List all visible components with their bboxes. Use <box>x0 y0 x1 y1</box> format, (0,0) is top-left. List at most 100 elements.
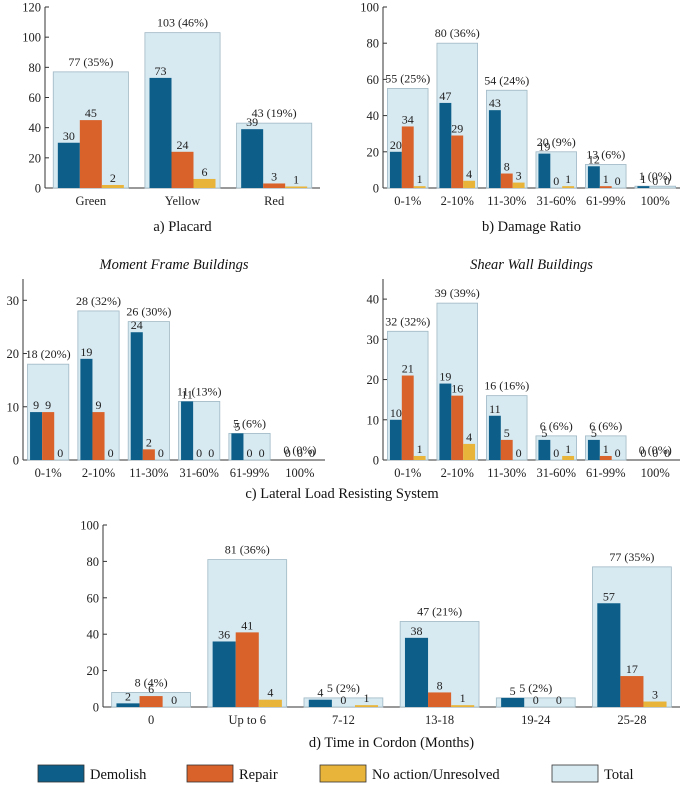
y-tick-label-40: 40 <box>29 121 42 135</box>
value-label-demolish-100: 0 <box>285 446 291 460</box>
value-label-repair-19-24: 0 <box>533 693 539 707</box>
value-label-demolish-up-to-6: 36 <box>218 627 230 641</box>
bar-demolish-red <box>241 129 264 188</box>
y-tick-label-60: 60 <box>29 91 42 105</box>
value-label-repair-0-1: 21 <box>402 362 414 376</box>
y-tick-label-10: 10 <box>367 413 380 427</box>
legend-label-no-action: No action/Unresolved <box>372 767 500 783</box>
x-tick-label-0-1: 0-1% <box>394 194 421 208</box>
x-tick-label-100: 100% <box>641 194 670 208</box>
y-tick-label-20: 20 <box>7 347 20 361</box>
value-label-no-action-unresolved-up-to-6: 4 <box>267 686 273 700</box>
value-label-demolish-61-99: 5 <box>591 426 597 440</box>
y-tick-label-10: 10 <box>7 400 20 414</box>
value-label-no-action-unresolved-yellow: 6 <box>202 165 208 179</box>
value-label-demolish-11-30: 43 <box>489 96 501 110</box>
value-label-repair-61-99: 0 <box>247 446 253 460</box>
legend-label-demolish: Demolish <box>90 767 147 783</box>
chart-title: Moment Frame Buildings <box>98 257 248 273</box>
bar-demolish-25-28 <box>597 603 621 707</box>
bar-repair-61-99 <box>599 186 612 188</box>
total-label-11-30: 26 (30%) <box>126 305 171 319</box>
value-label-no-action-unresolved-0-1: 0 <box>57 446 63 460</box>
bar-no-action-unresolved-31-60 <box>562 455 575 460</box>
value-label-repair-100: 0 <box>297 446 303 460</box>
bar-demolish-13-18 <box>404 637 429 707</box>
bar-repair-0-1 <box>401 126 414 188</box>
total-label-13-18: 47 (21%) <box>417 604 462 618</box>
x-tick-label-19-24: 19-24 <box>521 713 551 727</box>
value-label-repair-2-10: 29 <box>451 122 463 136</box>
x-tick-label-11-30: 11-30% <box>487 466 526 480</box>
value-label-repair-0: 6 <box>148 682 154 696</box>
chart-caption: a) Placard <box>153 219 212 235</box>
bar-demolish-2-10 <box>80 358 93 460</box>
bar-demolish-31-60 <box>181 401 194 460</box>
y-tick-label-80: 80 <box>367 37 380 51</box>
legend: Demolish Repair No action/Unresolved Tot… <box>37 764 634 783</box>
y-tick-label-60: 60 <box>87 591 100 605</box>
y-tick-label-100: 100 <box>80 519 99 533</box>
y-tick-label-80: 80 <box>87 555 100 569</box>
bar-no-action-unresolved-green <box>101 184 124 188</box>
bar-repair-13-18 <box>428 692 452 707</box>
bar-no-action-unresolved-7-12 <box>354 705 379 707</box>
total-label-green: 77 (35%) <box>68 55 113 69</box>
legend-swatch-repair <box>186 764 234 783</box>
total-label-2-10: 39 (39%) <box>435 286 480 300</box>
total-label-31-60: 11 (13%) <box>177 384 222 398</box>
bar-demolish-61-99 <box>587 439 600 460</box>
x-tick-label-0: 0 <box>148 713 154 727</box>
bar-demolish-2-10 <box>439 102 452 188</box>
total-label-61-99: 13 (6%) <box>586 147 625 161</box>
bar-repair-yellow <box>171 151 194 188</box>
bar-repair-25-28 <box>620 676 644 707</box>
value-label-demolish-13-18: 38 <box>411 624 423 638</box>
x-tick-label-61-99: 61-99% <box>230 466 270 480</box>
y-tick-label-80: 80 <box>29 61 42 75</box>
x-tick-label-0-1: 0-1% <box>35 466 62 480</box>
bar-repair-11-30 <box>500 173 513 188</box>
total-label-100: 0 (0%) <box>283 443 316 457</box>
value-label-repair-11-30: 5 <box>504 426 510 440</box>
value-label-repair-11-30: 2 <box>146 435 152 449</box>
value-label-no-action-unresolved-7-12: 1 <box>363 691 369 705</box>
total-label-0-1: 55 (25%) <box>385 71 430 85</box>
x-tick-label-31-60: 31-60% <box>536 466 576 480</box>
y-tick-label-0: 0 <box>373 182 379 196</box>
value-label-demolish-100: 0 <box>640 446 646 460</box>
value-label-no-action-unresolved-19-24: 0 <box>556 693 562 707</box>
value-label-demolish-red: 39 <box>246 115 258 129</box>
value-label-demolish-2-10: 19 <box>80 345 92 359</box>
total-label-0-1: 32 (32%) <box>385 314 430 328</box>
total-label-25-28: 77 (35%) <box>609 550 654 564</box>
bar-no-action-unresolved-0-1 <box>413 186 426 188</box>
x-tick-label-11-30: 11-30% <box>487 194 526 208</box>
bar-demolish-31-60 <box>538 153 551 188</box>
value-label-no-action-unresolved-100: 0 <box>309 446 315 460</box>
bar-demolish-7-12 <box>308 699 332 707</box>
value-label-demolish-0-1: 20 <box>390 138 402 152</box>
y-tick-label-0: 0 <box>13 454 19 468</box>
value-label-no-action-unresolved-2-10: 4 <box>466 430 472 444</box>
x-tick-label-31-60: 31-60% <box>179 466 219 480</box>
bar-demolish-2-10 <box>439 383 452 460</box>
total-label-7-12: 5 (2%) <box>327 681 360 695</box>
total-label-100: 0 (0%) <box>639 443 672 457</box>
bar-demolish-green <box>57 142 80 188</box>
value-label-demolish-0: 2 <box>125 689 131 703</box>
bar-repair-11-30 <box>500 439 513 460</box>
y-tick-label-120: 120 <box>22 1 41 15</box>
total-label-31-60: 6 (6%) <box>540 419 573 433</box>
value-label-no-action-unresolved-2-10: 4 <box>466 167 472 181</box>
value-label-no-action-unresolved-31-60: 1 <box>565 442 571 456</box>
bar-demolish-11-30 <box>488 110 501 188</box>
total-bar-19-24 <box>495 697 576 708</box>
total-label-red: 43 (19%) <box>252 106 297 120</box>
y-tick-label-20: 20 <box>87 664 100 678</box>
value-label-no-action-unresolved-13-18: 1 <box>460 691 466 705</box>
value-label-demolish-7-12: 4 <box>317 686 323 700</box>
bar-demolish-0-1 <box>389 419 402 460</box>
value-label-repair-61-99: 1 <box>603 442 609 456</box>
